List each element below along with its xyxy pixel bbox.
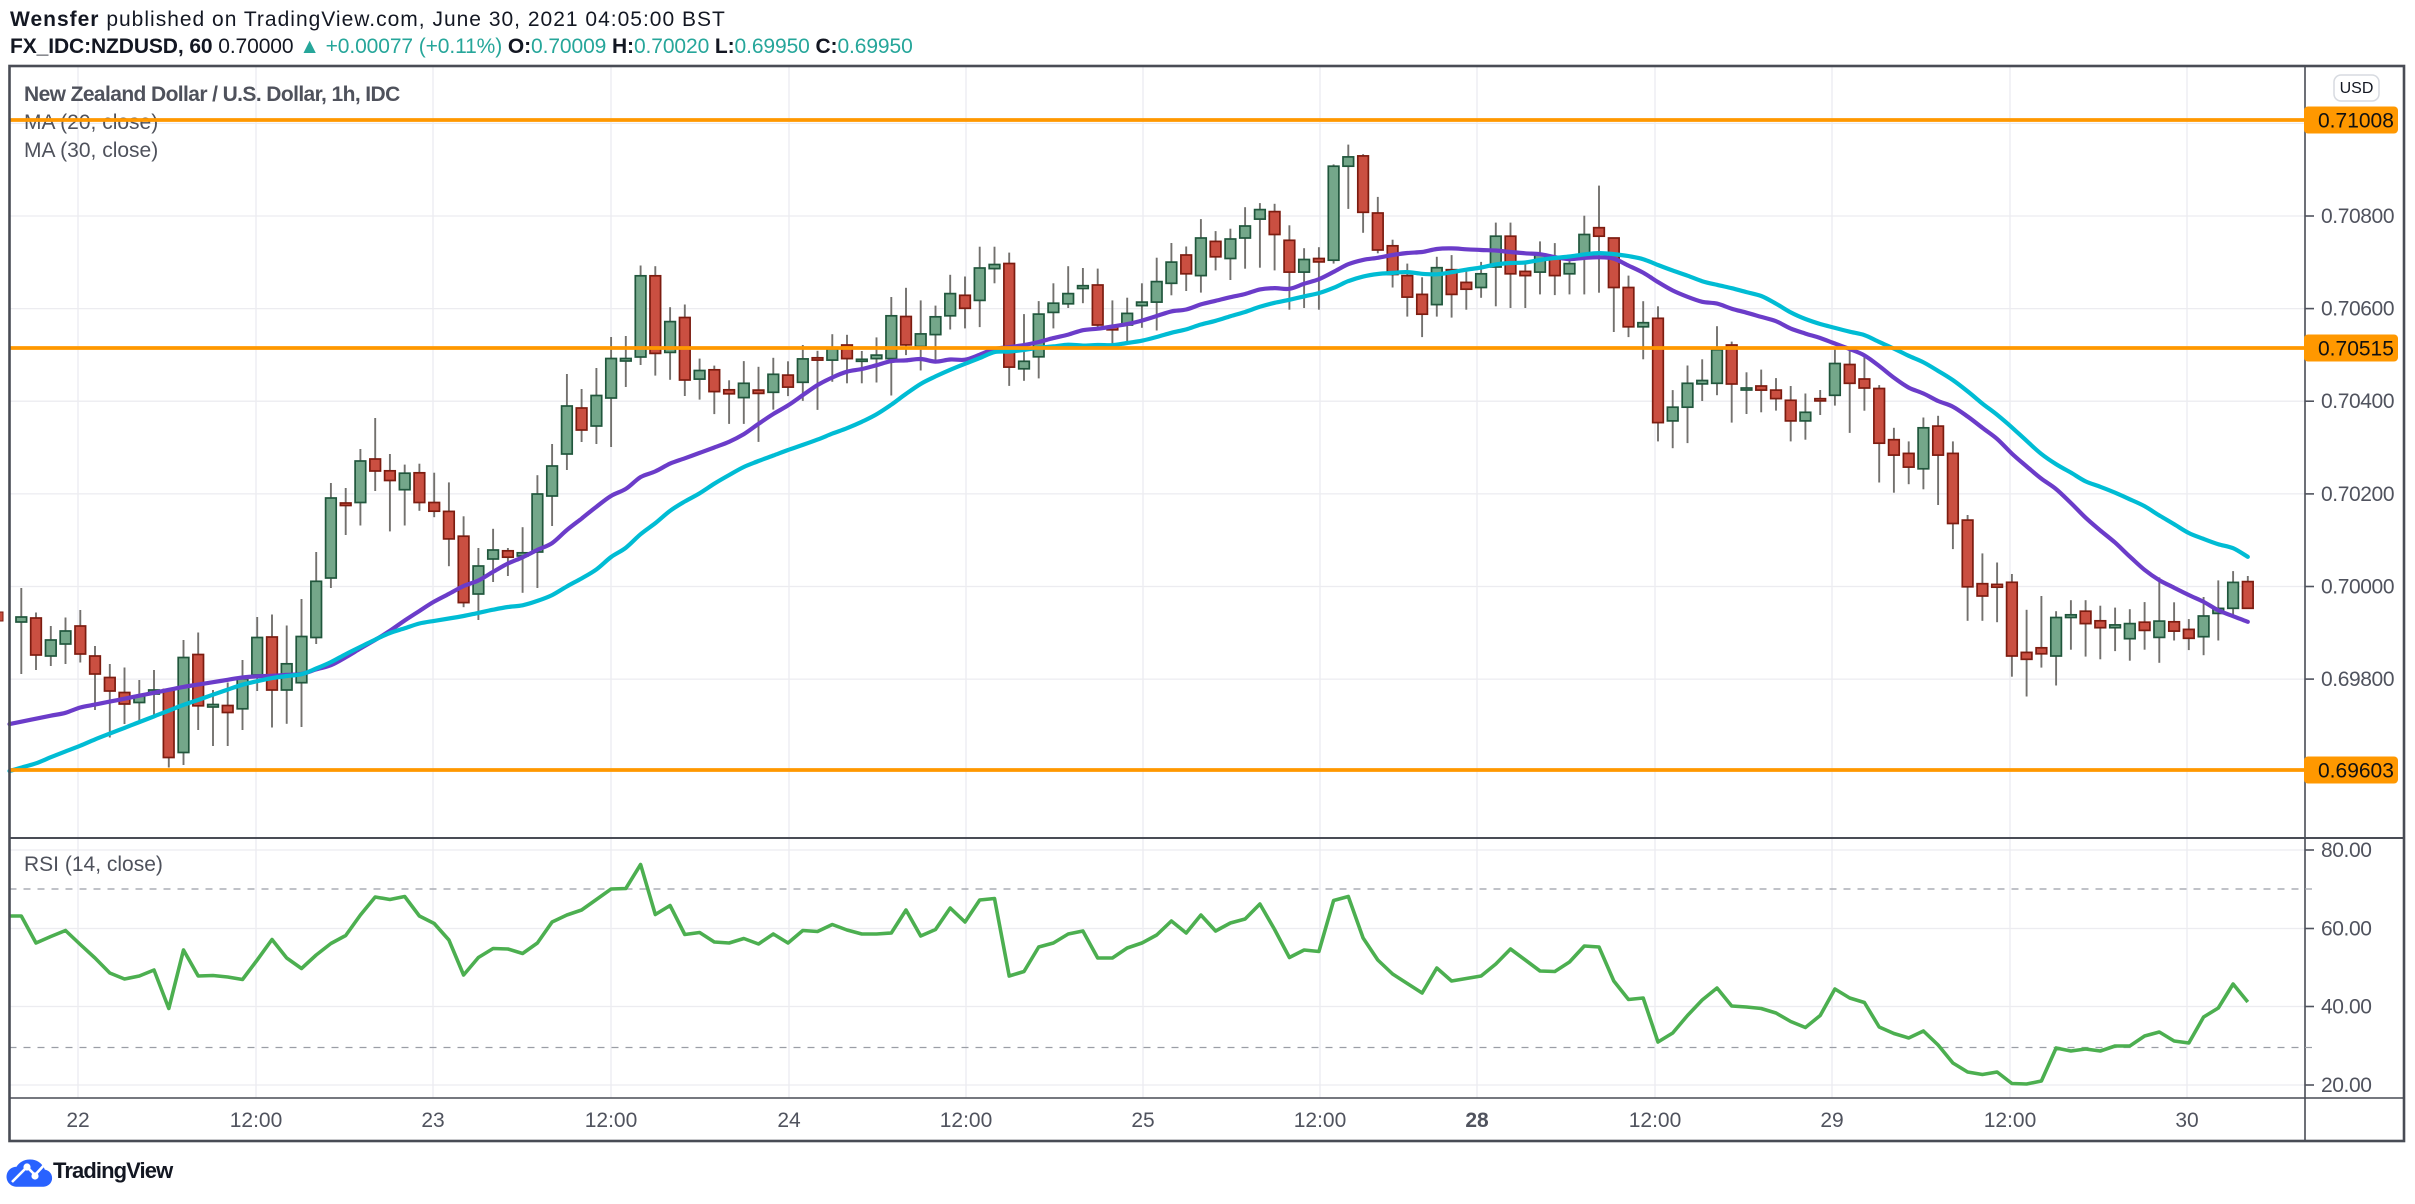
svg-text:12:00: 12:00 — [940, 1109, 993, 1132]
svg-text:Wensfer published on TradingVi: Wensfer published on TradingView.com, Ju… — [10, 8, 726, 31]
svg-text:0.70000: 0.70000 — [2321, 576, 2394, 599]
svg-text:12:00: 12:00 — [1629, 1109, 1682, 1132]
svg-text:MA (20, close): MA (20, close) — [24, 111, 158, 134]
svg-text:24: 24 — [777, 1109, 801, 1132]
svg-text:0.70600: 0.70600 — [2321, 298, 2394, 321]
svg-text:TradingView: TradingView — [53, 1158, 174, 1183]
svg-text:28: 28 — [1465, 1109, 1489, 1132]
svg-text:0.70515: 0.70515 — [2318, 338, 2394, 361]
svg-text:FX_IDC:NZDUSD, 60 0.70000 ▲ +0: FX_IDC:NZDUSD, 60 0.70000 ▲ +0.00077 (+0… — [10, 35, 913, 58]
svg-text:0.70400: 0.70400 — [2321, 390, 2394, 413]
svg-text:USD: USD — [2340, 80, 2374, 97]
svg-text:MA (30, close): MA (30, close) — [24, 139, 158, 162]
svg-text:0.70800: 0.70800 — [2321, 205, 2394, 228]
svg-text:40.00: 40.00 — [2321, 996, 2372, 1019]
svg-text:RSI (14, close): RSI (14, close) — [24, 853, 163, 876]
svg-text:12:00: 12:00 — [585, 1109, 638, 1132]
svg-text:30: 30 — [2175, 1109, 2198, 1132]
svg-text:0.71008: 0.71008 — [2318, 110, 2394, 133]
svg-text:0.70200: 0.70200 — [2321, 483, 2394, 506]
svg-text:12:00: 12:00 — [1294, 1109, 1347, 1132]
svg-text:20.00: 20.00 — [2321, 1074, 2372, 1097]
svg-text:25: 25 — [1131, 1109, 1154, 1132]
svg-text:23: 23 — [421, 1109, 444, 1132]
svg-text:0.69603: 0.69603 — [2318, 760, 2394, 783]
svg-text:12:00: 12:00 — [230, 1109, 283, 1132]
svg-text:60.00: 60.00 — [2321, 918, 2372, 941]
svg-text:New Zealand Dollar / U.S. Doll: New Zealand Dollar / U.S. Dollar, 1h, ID… — [24, 83, 400, 106]
svg-text:0.69800: 0.69800 — [2321, 668, 2394, 691]
svg-text:29: 29 — [1820, 1109, 1843, 1132]
svg-text:22: 22 — [66, 1109, 89, 1132]
svg-text:12:00: 12:00 — [1984, 1109, 2037, 1132]
svg-text:80.00: 80.00 — [2321, 839, 2372, 862]
